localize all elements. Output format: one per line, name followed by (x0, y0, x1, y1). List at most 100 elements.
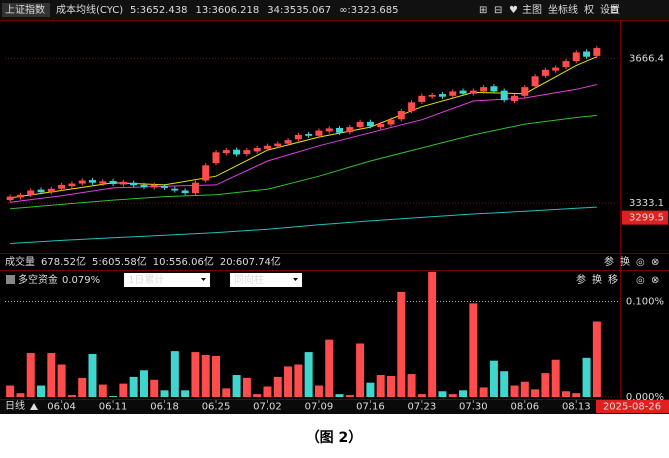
flow-bar (263, 386, 272, 397)
flow-bar (78, 377, 87, 397)
header-button[interactable]: 权 (584, 3, 594, 16)
header-button[interactable]: 坐标线 (548, 3, 578, 16)
volume-info: 678.52亿 (41, 255, 86, 268)
help-icon[interactable] (6, 275, 15, 284)
flow-bar (582, 357, 591, 397)
x-tick-label: 08.13 (562, 402, 591, 413)
header-button[interactable]: 设置 (600, 4, 620, 16)
candle-body (500, 90, 508, 101)
indicator-name: 成本均线(CYC) (56, 3, 123, 16)
panel-button[interactable]: 参 (576, 273, 586, 286)
panel-close-icon[interactable]: ⊗ (651, 257, 659, 268)
flow-bar (325, 339, 334, 397)
dropdown-arrow (293, 278, 298, 281)
price-marker: 3299.5 (629, 213, 664, 224)
title: 上证指数 (5, 3, 45, 16)
candle-body (336, 127, 344, 133)
panel-button[interactable]: 换 (592, 273, 602, 286)
candle-body (428, 94, 436, 97)
panel-button[interactable]: 移 (608, 273, 618, 286)
panel-icon[interactable]: ◎ (636, 257, 645, 268)
candle-body (511, 95, 519, 102)
flow-bar (376, 375, 385, 397)
x-tick-label: 07.23 (408, 402, 437, 413)
candle-body (37, 189, 45, 193)
zoom-in-icon[interactable]: ⊞ (479, 5, 487, 16)
flow-bar (16, 393, 25, 397)
flow-bar (47, 353, 56, 397)
candle-body (531, 76, 539, 87)
dropdown-label[interactable]: 同向柱 (234, 273, 264, 286)
x-tick-label: 08.06 (510, 402, 539, 413)
flow-bar (314, 385, 323, 397)
candle-body (366, 121, 374, 127)
panel-close-icon[interactable]: ⊗ (651, 275, 659, 286)
flow-bar (407, 374, 416, 397)
y-tick-label: 3666.4 (629, 53, 664, 64)
candle-body (191, 182, 199, 194)
panel-button[interactable]: 换 (620, 255, 630, 268)
flow-bar (150, 379, 159, 397)
candle-body (78, 180, 86, 184)
flow-bar (212, 355, 221, 397)
candle-body (263, 145, 271, 149)
flow-bar (170, 351, 179, 397)
flow-bar (448, 394, 457, 397)
flow-bar (181, 390, 190, 397)
flow-bar (37, 385, 46, 397)
candle-body (562, 61, 570, 68)
candle-body (16, 194, 24, 198)
candle-body (181, 190, 189, 194)
candle-body (6, 196, 14, 201)
volume-info: 20:607.74亿 (220, 255, 281, 268)
candle-body (490, 86, 498, 92)
period-arrow (30, 403, 38, 410)
flow-bar (592, 321, 601, 397)
dropdown-label[interactable]: 1日累计 (128, 273, 164, 286)
candle-body (438, 94, 446, 97)
x-tick-label: 06.11 (99, 402, 128, 413)
flow-bar (366, 382, 375, 397)
caption: （图 2） (306, 430, 363, 446)
dropdown[interactable] (230, 273, 302, 287)
dropdown[interactable] (124, 273, 210, 287)
window-icon[interactable]: ⊡ (610, 5, 618, 16)
flow-bar (438, 391, 447, 397)
flow-bar (160, 390, 169, 397)
x-tick-label: 06.25 (202, 402, 231, 413)
flow-bar (356, 343, 365, 397)
dropdown-arrow (201, 278, 206, 281)
flow-bar (6, 385, 15, 397)
flow-bar (129, 376, 138, 397)
candle-body (480, 87, 488, 92)
ma-line (10, 114, 597, 210)
panel-value: 0.079% (62, 275, 100, 286)
x-tick-label: 07.16 (356, 402, 385, 413)
y-tick-label: 0.000% (626, 392, 664, 403)
flow-bar (551, 359, 560, 397)
candle-body (284, 140, 292, 144)
candle-body (459, 90, 467, 94)
flow-bar (479, 387, 488, 397)
x-tick-label: 07.09 (305, 402, 334, 413)
flow-bar (428, 271, 437, 397)
candle-body (583, 51, 591, 57)
panel-title: 多空资金 (18, 273, 58, 286)
flow-bar (242, 377, 251, 397)
candle-body (449, 91, 457, 96)
zoom-out-icon[interactable]: ⊟ (494, 5, 502, 16)
header-bar (0, 0, 669, 20)
header-button[interactable]: 主图 (522, 4, 542, 16)
panel-frame (0, 20, 669, 400)
candle-body (27, 190, 35, 195)
flow-bar (273, 376, 282, 397)
favorite-icon[interactable]: ♥ (509, 5, 518, 16)
candle-body (387, 119, 395, 125)
candle-body (593, 48, 601, 56)
panel-icon[interactable]: ◎ (636, 275, 645, 286)
flow-bar (469, 303, 478, 397)
candle-body (294, 134, 302, 140)
candle-body (119, 181, 127, 185)
x-tick-label: 06.18 (150, 402, 179, 413)
panel-button[interactable]: 参 (604, 255, 614, 268)
